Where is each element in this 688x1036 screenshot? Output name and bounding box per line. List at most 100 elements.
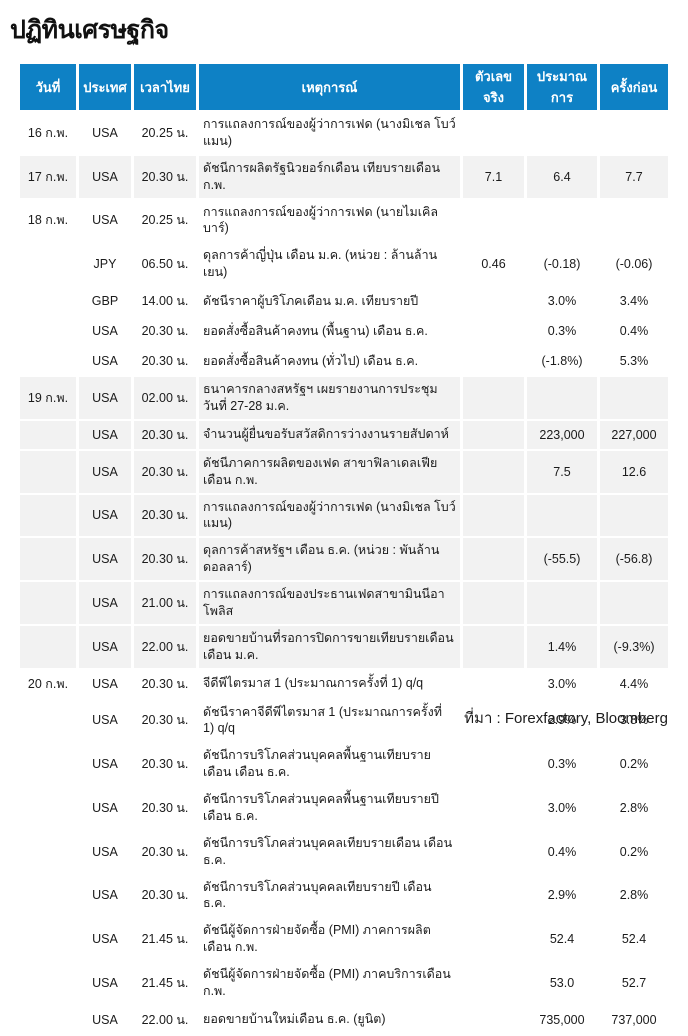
cell-date [20, 625, 79, 670]
cell-event: ดัชนีผู้จัดการฝ่ายจัดซื้อ (PMI) ภาคการผล… [199, 918, 463, 962]
cell-time: 20.30 น. [134, 155, 199, 200]
cell-event: ยอดสั่งซื้อสินค้าคงทน (พื้นฐาน) เดือน ธ.… [199, 317, 463, 347]
cell-actual [463, 918, 527, 962]
cell-previous [600, 112, 668, 156]
cell-forecast [527, 494, 600, 539]
cell-actual: 0.46 [463, 243, 527, 287]
cell-time: 20.30 น. [134, 450, 199, 495]
cell-actual [463, 743, 527, 787]
cell-date [20, 494, 79, 539]
table-row: USA 20.30 น. การแถลงการณ์ของผู้ว่าการเฟด… [20, 494, 668, 539]
cell-actual [463, 699, 527, 744]
cell-date [20, 743, 79, 787]
cell-actual [463, 538, 527, 582]
cell-previous: 52.4 [600, 918, 668, 962]
cell-country: GBP [79, 287, 134, 317]
cell-country: USA [79, 377, 134, 421]
cell-event: จีดีพีไตรมาส 1 (ประมาณการครั้งที่ 1) q/q [199, 669, 463, 700]
table-row: USA 22.00 น. ยอดขายบ้านที่รอการปิดการขาย… [20, 625, 668, 670]
cell-country: USA [79, 317, 134, 347]
cell-event: การแถลงการณ์ของผู้ว่าการเฟด (นายไมเคิล บ… [199, 199, 463, 244]
economic-calendar-table: วันที่ ประเทศ เวลาไทย เหตุการณ์ ตัวเลขจร… [20, 64, 668, 1036]
page-title: ปฏิทินเศรษฐกิจ [10, 16, 169, 44]
table-row: USA 20.30 น. ดัชนีภาคการผลิตของเฟด สาขาฟ… [20, 450, 668, 495]
table-row: USA 20.30 น. ดัชนีการบริโภคส่วนบุคคลเทีย… [20, 830, 668, 875]
cell-actual [463, 1005, 527, 1036]
cell-country: USA [79, 420, 134, 451]
cell-previous: 12.6 [600, 450, 668, 495]
cell-date [20, 787, 79, 831]
table-row: USA 20.30 น. จำนวนผู้ยื่นขอรับสวัสดิการว… [20, 420, 668, 451]
cell-actual [463, 669, 527, 700]
cell-country: USA [79, 743, 134, 787]
cell-previous: 5.3% [600, 347, 668, 377]
cell-event: ดัชนีการบริโภคส่วนบุคคลเทียบรายเดือน เดื… [199, 830, 463, 875]
cell-forecast: 3.0% [527, 787, 600, 831]
cell-previous: (-0.06) [600, 243, 668, 287]
cell-date [20, 420, 79, 451]
table-row: 19 ก.พ. USA 02.00 น. ธนาคารกลางสหรัฐฯ เผ… [20, 377, 668, 421]
cell-country: USA [79, 155, 134, 200]
cell-event: ดัชนีการบริโภคส่วนบุคคลพื้นฐานเทียบรายปี… [199, 787, 463, 831]
cell-forecast: (-1.8%) [527, 347, 600, 377]
cell-time: 22.00 น. [134, 625, 199, 670]
header-date: วันที่ [20, 64, 79, 112]
header-previous: ครั้งก่อน [600, 64, 668, 112]
cell-time: 20.30 น. [134, 347, 199, 377]
cell-date [20, 918, 79, 962]
cell-country: USA [79, 874, 134, 919]
cell-time: 20.25 น. [134, 199, 199, 244]
cell-event: ยอดขายบ้านใหม่เดือน ธ.ค. (ยูนิต) [199, 1005, 463, 1036]
table-row: USA 21.00 น. การแถลงการณ์ของประธานเฟดสาข… [20, 582, 668, 626]
cell-event: ดัชนีราคาจีดีพีไตรมาส 1 (ประมาณการครั้งท… [199, 699, 463, 744]
cell-forecast [527, 112, 600, 156]
cell-date: 17 ก.พ. [20, 155, 79, 200]
table-row: USA 20.30 น. ดัชนีราคาจีดีพีไตรมาส 1 (ปร… [20, 699, 668, 744]
cell-time: 20.30 น. [134, 538, 199, 582]
cell-date [20, 830, 79, 875]
cell-time: 02.00 น. [134, 377, 199, 421]
header-country: ประเทศ [79, 64, 134, 112]
cell-event: จำนวนผู้ยื่นขอรับสวัสดิการว่างงานรายสัปด… [199, 420, 463, 451]
source-credit: ที่มา : Forexfactory, Bloomberg [464, 710, 668, 727]
cell-time: 20.30 น. [134, 743, 199, 787]
cell-country: USA [79, 1005, 134, 1036]
cell-previous [600, 199, 668, 244]
cell-event: ดัชนีการบริโภคส่วนบุคคลพื้นฐานเทียบรายเด… [199, 743, 463, 787]
table-header: วันที่ ประเทศ เวลาไทย เหตุการณ์ ตัวเลขจร… [20, 64, 668, 112]
table-row: USA 20.30 น. ดัชนีการบริโภคส่วนบุคคลพื้น… [20, 787, 668, 831]
cell-actual [463, 874, 527, 919]
cell-time: 20.30 น. [134, 494, 199, 539]
header-time: เวลาไทย [134, 64, 199, 112]
table-row: USA 22.00 น. ยอดขายบ้านใหม่เดือน ธ.ค. (ย… [20, 1005, 668, 1036]
cell-actual [463, 494, 527, 539]
cell-date [20, 243, 79, 287]
cell-date [20, 317, 79, 347]
cell-time: 21.45 น. [134, 918, 199, 962]
cell-previous: (-9.3%) [600, 625, 668, 670]
table-row: USA 20.30 น. ยอดสั่งซื้อสินค้าคงทน (พื้น… [20, 317, 668, 347]
cell-previous: 0.4% [600, 317, 668, 347]
table-row: 20 ก.พ. USA 20.30 น. จีดีพีไตรมาส 1 (ประ… [20, 669, 668, 700]
cell-actual [463, 377, 527, 421]
cell-forecast: (-0.18) [527, 243, 600, 287]
cell-time: 20.30 น. [134, 669, 199, 700]
cell-event: ดุลการค้าญี่ปุ่น เดือน ม.ค. (หน่วย : ล้า… [199, 243, 463, 287]
cell-event: ดัชนีการบริโภคส่วนบุคคลเทียบรายปี เดือน … [199, 874, 463, 919]
cell-country: USA [79, 538, 134, 582]
cell-previous [600, 377, 668, 421]
cell-date [20, 699, 79, 744]
cell-country: USA [79, 582, 134, 626]
cell-country: USA [79, 699, 134, 744]
table-row: 18 ก.พ. USA 20.25 น. การแถลงการณ์ของผู้ว… [20, 199, 668, 244]
cell-date: 18 ก.พ. [20, 199, 79, 244]
cell-event: ยอดสั่งซื้อสินค้าคงทน (ทั่วไป) เดือน ธ.ค… [199, 347, 463, 377]
cell-previous: 0.2% [600, 743, 668, 787]
cell-actual [463, 582, 527, 626]
cell-event: ดัชนีราคาผู้บริโภคเดือน ม.ค. เทียบรายปี [199, 287, 463, 317]
cell-country: USA [79, 112, 134, 156]
table-row: USA 20.30 น. ยอดสั่งซื้อสินค้าคงทน (ทั่ว… [20, 347, 668, 377]
cell-event: ยอดขายบ้านที่รอการปิดการขายเทียบรายเดือน… [199, 625, 463, 670]
cell-time: 21.00 น. [134, 582, 199, 626]
